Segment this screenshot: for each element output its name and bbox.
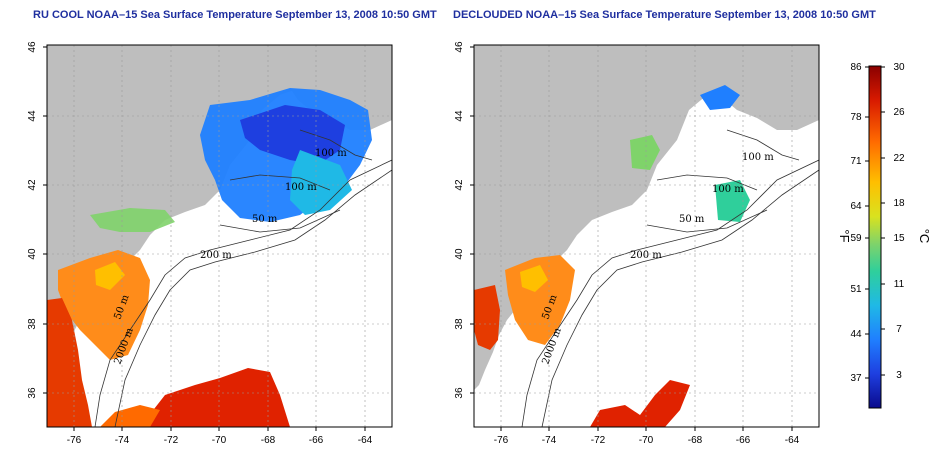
right-sst-yellow-spot — [520, 265, 548, 292]
right-x-ticks — [500, 427, 793, 431]
colorbar-c-label: 18 — [893, 198, 905, 209]
colorbar-f-label: 44 — [850, 329, 862, 340]
colorbar-f-label: 37 — [850, 373, 862, 384]
right-land — [474, 45, 819, 390]
colorbar-c-label: 3 — [896, 370, 902, 381]
colorbar-f-label: 59 — [850, 233, 862, 244]
right-contour-label: 100 m — [712, 184, 744, 195]
left-sst-green — [90, 208, 175, 232]
colorbar-c-label: 7 — [896, 324, 902, 335]
colorbar-f-label: 71 — [850, 156, 862, 167]
colorbar-c-label: 30 — [893, 62, 905, 73]
right-map-title: DECLOUDED NOAA–15 Sea Surface Temperatur… — [453, 9, 876, 21]
left-sst-red-south — [140, 368, 290, 427]
left-sst-cyan — [290, 150, 352, 215]
colorbar-f-label: 51 — [850, 284, 862, 295]
left-map-title: RU COOL NOAA–15 Sea Surface Temperature … — [33, 9, 437, 21]
right-contour-label: 200 m — [630, 250, 662, 261]
left-sst-red-coast — [47, 298, 92, 427]
right-contour-label: 50 m — [679, 214, 705, 225]
left-lat-label: 38 — [27, 318, 38, 330]
colorbar-gradient — [868, 65, 882, 409]
left-sst-yellow-spot — [95, 262, 125, 290]
right-sst-georges-bank — [715, 180, 750, 222]
right-lat-label: 38 — [454, 318, 465, 330]
colorbar-c-label: 26 — [893, 107, 905, 118]
left-sst-orange-south — [100, 405, 160, 427]
right-lat-label: 44 — [454, 110, 465, 122]
left-lat-label: 46 — [27, 41, 38, 53]
left-lon-label: -70 — [212, 435, 227, 446]
left-land — [47, 45, 392, 390]
right-lon-label: -72 — [591, 435, 606, 446]
left-lat-label: 42 — [27, 179, 38, 191]
left-y-ticks — [43, 46, 47, 394]
right-lon-label: -66 — [736, 435, 751, 446]
right-grid — [474, 45, 819, 427]
right-contour-label: 100 m — [742, 152, 774, 163]
left-lon-label: -64 — [358, 435, 373, 446]
left-lon-label: -76 — [67, 435, 82, 446]
right-lon-label: -70 — [639, 435, 654, 446]
left-lon-label: -66 — [309, 435, 324, 446]
colorbar-c-label: 22 — [893, 153, 905, 164]
celsius-unit-label: °C — [917, 229, 932, 244]
left-lon-label: -74 — [115, 435, 130, 446]
right-lat-label: 42 — [454, 179, 465, 191]
right-lat-label: 40 — [454, 248, 465, 260]
left-contour-label: 100 m — [285, 182, 317, 193]
right-sst-green-patch — [630, 135, 660, 170]
left-lon-label: -72 — [164, 435, 179, 446]
left-contour-label: 100 m — [315, 148, 347, 159]
colorbar-c-label: 11 — [894, 279, 905, 290]
right-contours — [521, 129, 819, 427]
colorbar-f-label: 78 — [850, 112, 862, 123]
right-lon-label: -64 — [785, 435, 800, 446]
right-map: 100 m 100 m 50 m 200 m 50 m 2000 m 46 44… — [454, 41, 820, 446]
left-contour-label: 200 m — [200, 250, 232, 261]
left-grid — [47, 45, 392, 427]
colorbar-f-label: 86 — [850, 62, 862, 73]
colorbar-c-label: 15 — [893, 233, 905, 244]
right-lon-label: -74 — [542, 435, 557, 446]
fahrenheit-unit-label: °F — [837, 229, 852, 242]
left-map: 100 m 100 m 50 m 200 m 50 m 2000 m 46 44… — [27, 41, 393, 446]
right-lat-label: 36 — [454, 387, 465, 399]
left-lat-label: 36 — [27, 387, 38, 399]
right-sst-bay-of-fundy — [700, 85, 740, 110]
left-lon-label: -68 — [261, 435, 276, 446]
colorbar-f-label: 64 — [850, 201, 862, 212]
left-contours — [94, 129, 392, 427]
colorbar: 86 78 71 64 59 51 44 37 30 26 22 18 15 1… — [837, 62, 932, 409]
left-lat-label: 40 — [27, 248, 38, 260]
right-lon-label: -68 — [688, 435, 703, 446]
right-sst-red-coast — [474, 285, 500, 350]
left-sst-orange-shelf — [58, 250, 150, 360]
right-land-novascotia — [717, 60, 819, 130]
left-lat-label: 44 — [27, 110, 38, 122]
right-lon-label: -76 — [494, 435, 509, 446]
right-sst-red-south — [590, 380, 690, 427]
right-lat-label: 46 — [454, 41, 465, 53]
left-sst-cold-core — [240, 105, 345, 165]
left-x-ticks — [73, 427, 366, 431]
colorbar-ticks — [865, 66, 885, 379]
left-contour-label: 50 m — [252, 214, 278, 225]
right-y-ticks — [470, 46, 474, 394]
